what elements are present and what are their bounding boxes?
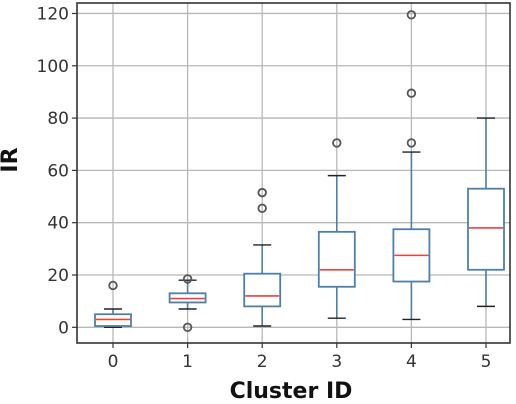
grid-lines <box>77 3 510 343</box>
y-tick-label: 40 <box>47 214 69 234</box>
outlier-point <box>332 138 342 148</box>
x-tick-label: 3 <box>331 352 342 372</box>
outlier-point <box>182 322 193 333</box>
outlier-point <box>257 187 267 198</box>
y-tick-label: 120 <box>37 4 69 24</box>
y-tick-label: 100 <box>37 57 69 77</box>
x-tick-label: 5 <box>481 352 492 372</box>
outlier-point <box>406 10 417 20</box>
plot-frame <box>76 2 511 344</box>
outlier-point <box>182 274 193 284</box>
x-axis-title: Cluster ID <box>230 379 353 404</box>
box-body <box>243 272 282 308</box>
x-tick-label: 4 <box>406 352 417 372</box>
box-body <box>467 187 505 271</box>
box-body <box>317 230 356 288</box>
box-1 <box>168 274 207 333</box>
outlier-point <box>406 138 417 148</box>
box-2 <box>243 187 282 327</box>
y-axis-title: IR <box>0 147 23 172</box>
box-plot-series <box>94 10 505 333</box>
box-3 <box>317 138 356 319</box>
y-tick-label: 60 <box>47 161 69 181</box>
x-tick-label: 1 <box>182 352 193 372</box>
outlier-point <box>406 88 417 98</box>
box-5 <box>467 117 505 308</box>
outlier-point <box>257 203 267 214</box>
axis-ticks: 0 20 40 60 80 100 120 0 1 2 3 4 5 <box>37 4 492 372</box>
box-4 <box>392 10 431 321</box>
y-tick-label: 20 <box>47 266 69 286</box>
box-0 <box>94 280 132 329</box>
y-tick-label: 0 <box>58 318 69 338</box>
y-tick-label: 80 <box>47 109 69 129</box>
x-tick-label: 2 <box>257 352 268 372</box>
outlier-point <box>108 280 118 291</box>
x-tick-label: 0 <box>108 352 119 372</box>
